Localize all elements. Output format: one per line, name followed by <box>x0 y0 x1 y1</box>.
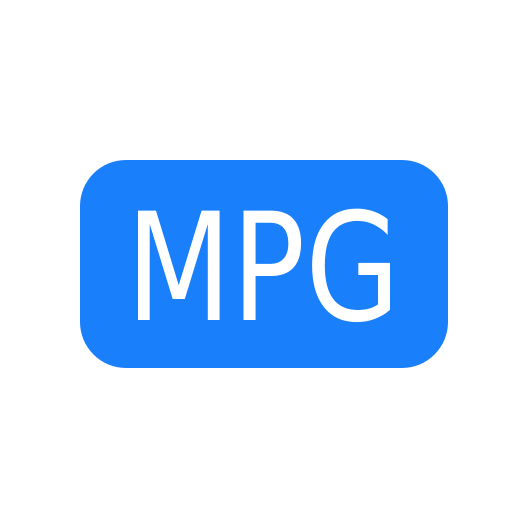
badge <box>80 160 448 368</box>
file-type-label: MPG <box>126 182 400 356</box>
